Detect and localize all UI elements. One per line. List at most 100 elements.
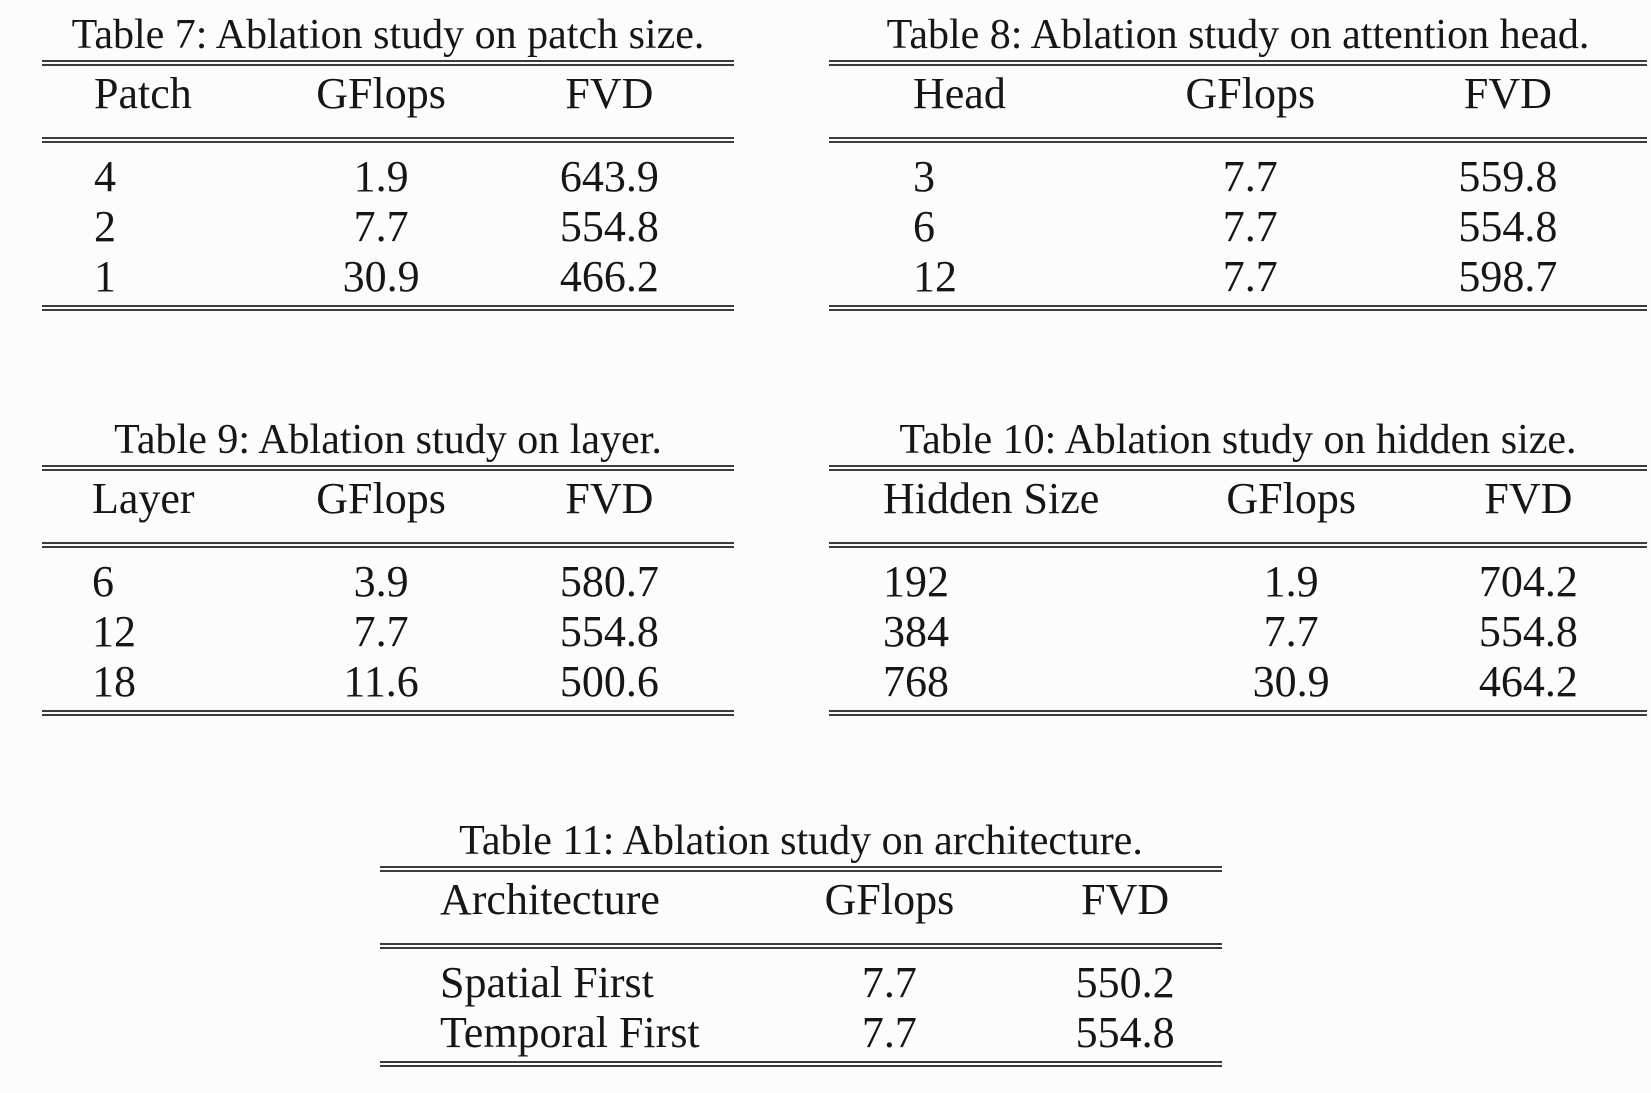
table-10-mid-rule — [829, 542, 1647, 548]
cell-fvd: 704.2 — [1478, 557, 1578, 606]
cell-gflops: 30.9 — [1252, 657, 1330, 706]
table-9-mid-rule — [42, 542, 734, 548]
cell-gflops: 7.7 — [1263, 607, 1319, 656]
cell-hidden-size: 768 — [883, 657, 949, 706]
table-9-layer: Table 9: Ablation study on layer. Layer … — [42, 417, 734, 716]
cell-fvd: 580.7 — [559, 557, 659, 606]
cell-fvd: 643.9 — [559, 152, 659, 201]
cell-layer: 18 — [92, 657, 136, 706]
cell-fvd: 598.7 — [1458, 252, 1558, 301]
cell-gflops: 7.7 — [861, 1008, 917, 1057]
table-7-bottom-rule — [42, 305, 734, 311]
cell-architecture: Temporal First — [440, 1008, 700, 1057]
table-row: 4 1.9 643.9 — [42, 152, 734, 202]
cell-gflops: 1.9 — [1263, 557, 1319, 606]
table-row: 6 3.9 580.7 — [42, 557, 734, 607]
table-row: 12 7.7 554.8 — [42, 607, 734, 657]
cell-fvd: 554.8 — [1478, 607, 1578, 656]
cell-fvd: 554.8 — [1075, 1008, 1175, 1057]
table-11-top-rule — [380, 866, 1222, 872]
table-row: 384 7.7 554.8 — [829, 607, 1647, 657]
table-11-header-row: Architecture GFlops FVD — [380, 877, 1222, 923]
table-7-col-header-gflops: GFlops — [316, 69, 446, 118]
table-row: 18 11.6 500.6 — [42, 657, 734, 707]
table-8-body: 3 7.7 559.8 6 7.7 554.8 12 7.7 598.7 — [829, 143, 1647, 305]
table-row: 12 7.7 598.7 — [829, 252, 1647, 302]
cell-gflops: 7.7 — [353, 607, 409, 656]
table-9-caption: Table 9: Ablation study on layer. — [114, 417, 662, 463]
table-row: Spatial First 7.7 550.2 — [380, 958, 1222, 1008]
table-9-header-row: Layer GFlops FVD — [42, 476, 734, 522]
cell-layer: 12 — [92, 607, 136, 656]
table-11-bottom-rule — [380, 1061, 1222, 1067]
cell-head: 6 — [913, 202, 935, 251]
table-8-col-header-fvd: FVD — [1463, 69, 1552, 118]
table-10-caption: Table 10: Ablation study on hidden size. — [899, 417, 1577, 463]
table-row: 3 7.7 559.8 — [829, 152, 1647, 202]
table-8-top-rule — [829, 60, 1647, 66]
table-11-architecture: Table 11: Ablation study on architecture… — [380, 818, 1222, 1067]
table-9-body: 6 3.9 580.7 12 7.7 554.8 18 11.6 500.6 — [42, 548, 734, 710]
table-10-header-row: Hidden Size GFlops FVD — [829, 476, 1647, 522]
cell-patch: 2 — [94, 202, 116, 251]
table-10-body: 192 1.9 704.2 384 7.7 554.8 768 30.9 464… — [829, 548, 1647, 710]
table-7-top-rule — [42, 60, 734, 66]
table-8-bottom-rule — [829, 305, 1647, 311]
cell-hidden-size: 384 — [883, 607, 949, 656]
cell-fvd: 466.2 — [559, 252, 659, 301]
table-10-col-header-hidden-size: Hidden Size — [883, 474, 1100, 523]
table-11-mid-rule — [380, 943, 1222, 949]
cell-gflops: 30.9 — [342, 252, 420, 301]
cell-gflops: 7.7 — [1222, 152, 1278, 201]
cell-gflops: 7.7 — [353, 202, 409, 251]
cell-gflops: 7.7 — [1222, 252, 1278, 301]
table-9-col-header-fvd: FVD — [565, 474, 654, 523]
table-7-body: 4 1.9 643.9 2 7.7 554.8 1 30.9 466.2 — [42, 143, 734, 305]
table-8-header-row: Head GFlops FVD — [829, 71, 1647, 117]
cell-hidden-size: 192 — [883, 557, 949, 606]
table-10-col-header-fvd: FVD — [1484, 474, 1573, 523]
table-7-patch-size: Table 7: Ablation study on patch size. P… — [42, 12, 734, 311]
cell-head: 3 — [913, 152, 935, 201]
table-10-col-header-gflops: GFlops — [1226, 474, 1356, 523]
cell-gflops: 3.9 — [353, 557, 409, 606]
table-8-col-header-gflops: GFlops — [1185, 69, 1316, 118]
table-11-col-header-architecture: Architecture — [440, 875, 660, 924]
cell-patch: 4 — [94, 152, 116, 201]
cell-fvd: 464.2 — [1478, 657, 1578, 706]
cell-fvd: 554.8 — [559, 607, 659, 656]
cell-architecture: Spatial First — [440, 958, 654, 1007]
table-row: Temporal First 7.7 554.8 — [380, 1008, 1222, 1058]
cell-fvd: 554.8 — [559, 202, 659, 251]
table-8-mid-rule — [829, 137, 1647, 143]
table-7-col-header-fvd: FVD — [565, 69, 654, 118]
cell-fvd: 550.2 — [1075, 958, 1175, 1007]
table-7-col-header-patch: Patch — [94, 69, 192, 118]
cell-patch: 1 — [94, 252, 116, 301]
table-10-top-rule — [829, 465, 1647, 471]
table-8-attention-head: Table 8: Ablation study on attention hea… — [829, 12, 1647, 311]
table-9-top-rule — [42, 465, 734, 471]
table-row: 768 30.9 464.2 — [829, 657, 1647, 707]
table-11-body: Spatial First 7.7 550.2 Temporal First 7… — [380, 949, 1222, 1061]
table-7-header-row: Patch GFlops FVD — [42, 71, 734, 117]
table-row: 192 1.9 704.2 — [829, 557, 1647, 607]
table-10-bottom-rule — [829, 710, 1647, 716]
table-row: 1 30.9 466.2 — [42, 252, 734, 302]
table-row: 2 7.7 554.8 — [42, 202, 734, 252]
table-10-hidden-size: Table 10: Ablation study on hidden size.… — [829, 417, 1647, 716]
cell-fvd: 559.8 — [1458, 152, 1558, 201]
table-row: 6 7.7 554.8 — [829, 202, 1647, 252]
table-9-col-header-layer: Layer — [92, 474, 195, 523]
table-11-caption: Table 11: Ablation study on architecture… — [459, 818, 1143, 864]
table-7-caption: Table 7: Ablation study on patch size. — [71, 12, 705, 58]
cell-layer: 6 — [92, 557, 114, 606]
table-7-mid-rule — [42, 137, 734, 143]
cell-gflops: 7.7 — [1222, 202, 1278, 251]
table-9-col-header-gflops: GFlops — [316, 474, 446, 523]
table-11-col-header-fvd: FVD — [1081, 875, 1170, 924]
table-11-col-header-gflops: GFlops — [824, 875, 955, 924]
cell-fvd: 500.6 — [559, 657, 659, 706]
cell-fvd: 554.8 — [1458, 202, 1558, 251]
cell-gflops: 1.9 — [353, 152, 409, 201]
